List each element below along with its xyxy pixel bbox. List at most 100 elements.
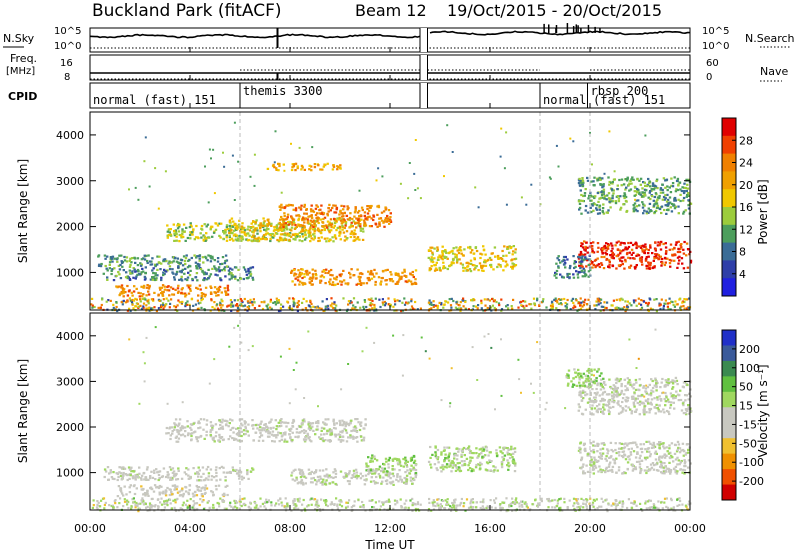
heatmap-cell xyxy=(251,300,254,304)
heatmap-cell xyxy=(650,195,654,198)
heatmap-cell xyxy=(635,199,638,202)
heatmap-cell xyxy=(292,300,295,303)
heatmap-cell xyxy=(627,184,630,187)
heatmap-cell xyxy=(339,430,342,433)
heatmap-cell xyxy=(202,499,205,502)
heatmap-cell xyxy=(214,423,218,426)
heatmap-cell xyxy=(318,239,321,242)
heatmap-cell xyxy=(280,229,283,232)
heatmap-cell xyxy=(456,307,459,311)
heatmap-cell xyxy=(322,269,326,273)
heatmap-cell xyxy=(648,267,651,270)
heatmap-cell xyxy=(644,500,647,503)
heatmap-cell xyxy=(625,186,628,189)
heatmap-cell xyxy=(169,302,172,305)
heatmap-cell xyxy=(576,273,579,276)
heatmap-cell xyxy=(264,224,267,227)
heatmap-cell xyxy=(328,482,332,485)
heatmap-cell xyxy=(109,299,112,302)
heatmap-cell xyxy=(454,256,457,259)
heatmap-cell xyxy=(671,182,675,185)
heatmap-cell xyxy=(373,303,376,307)
heatmap-cell xyxy=(254,431,257,434)
heatmap-cell xyxy=(186,506,189,509)
heatmap-cell xyxy=(401,271,404,274)
heatmap-cell xyxy=(646,184,649,188)
heatmap-cell xyxy=(557,266,560,269)
heatmap-cell xyxy=(223,262,227,265)
heatmap-cell xyxy=(263,429,266,432)
heatmap-cell xyxy=(222,466,225,469)
heatmap-cell xyxy=(169,434,172,437)
heatmap-cell xyxy=(132,267,135,270)
cpid-gap xyxy=(420,83,428,108)
heatmap-cell xyxy=(471,508,474,511)
heatmap-cell xyxy=(373,482,377,485)
heatmap-cell xyxy=(493,499,496,502)
heatmap-cell xyxy=(249,270,252,273)
heatmap-cell xyxy=(176,491,180,494)
heatmap-cell xyxy=(186,425,189,428)
heatmap-cell xyxy=(342,439,345,442)
heatmap-cell xyxy=(299,431,302,434)
heatmap-cell xyxy=(500,127,503,130)
heatmap-cell xyxy=(388,500,391,503)
heatmap-cell xyxy=(598,212,601,215)
heatmap-cell xyxy=(639,246,643,249)
heatmap-cell xyxy=(678,250,682,254)
heatmap-cell xyxy=(306,218,309,221)
heatmap-cell xyxy=(294,238,297,241)
heatmap-cell xyxy=(184,486,188,489)
heatmap-cell xyxy=(443,250,446,253)
heatmap-cell xyxy=(167,432,170,435)
heatmap-cell xyxy=(431,501,434,504)
heatmap-cell xyxy=(147,307,150,310)
heatmap-cell xyxy=(99,505,102,508)
heatmap-cell xyxy=(209,429,213,432)
heatmap-cell xyxy=(506,247,509,250)
heatmap-cell xyxy=(480,266,484,269)
heatmap-cell xyxy=(177,222,180,226)
heatmap-cell xyxy=(300,479,304,482)
heatmap-cell xyxy=(316,499,319,502)
heatmap-cell xyxy=(281,239,284,242)
heatmap-cell xyxy=(568,272,571,276)
heatmap-cell xyxy=(510,501,513,504)
heatmap-cell xyxy=(118,254,121,257)
heatmap-cell xyxy=(584,247,587,250)
heatmap-cell xyxy=(373,309,376,312)
heatmap-cell xyxy=(263,427,266,430)
heatmap-cell xyxy=(318,209,321,212)
heatmap-cell xyxy=(348,216,352,220)
heatmap-cell xyxy=(300,482,303,485)
heatmap-cell xyxy=(170,507,173,510)
heatmap-cell xyxy=(511,258,514,261)
heatmap-cell xyxy=(671,248,674,251)
heatmap-cell xyxy=(602,188,606,191)
heatmap-cell xyxy=(235,224,239,227)
heatmap-cell xyxy=(380,470,383,473)
heatmap-cell xyxy=(209,430,212,434)
heatmap-cell xyxy=(223,230,226,233)
heatmap-cell xyxy=(486,505,489,508)
heatmap-cell xyxy=(585,500,588,503)
heatmap-cell xyxy=(304,476,308,479)
heatmap-cell xyxy=(202,292,205,295)
heatmap-cell xyxy=(144,502,147,506)
heatmap-cell xyxy=(347,424,351,427)
heatmap-cell xyxy=(545,306,548,309)
heatmap-cell xyxy=(399,478,402,481)
heatmap-cell xyxy=(201,297,204,301)
heatmap-cell xyxy=(237,160,240,163)
heatmap-cell xyxy=(336,226,339,229)
heatmap-cell xyxy=(469,506,472,509)
heatmap-cell xyxy=(626,506,629,510)
heatmap-cell xyxy=(666,305,669,308)
heatmap-cell xyxy=(240,302,243,306)
heatmap-cell xyxy=(109,257,113,260)
heatmap-cell xyxy=(596,191,600,195)
heatmap-cell xyxy=(232,431,235,434)
heatmap-cell xyxy=(441,250,444,253)
heatmap-cell xyxy=(673,204,676,207)
heatmap-cell xyxy=(357,275,360,278)
